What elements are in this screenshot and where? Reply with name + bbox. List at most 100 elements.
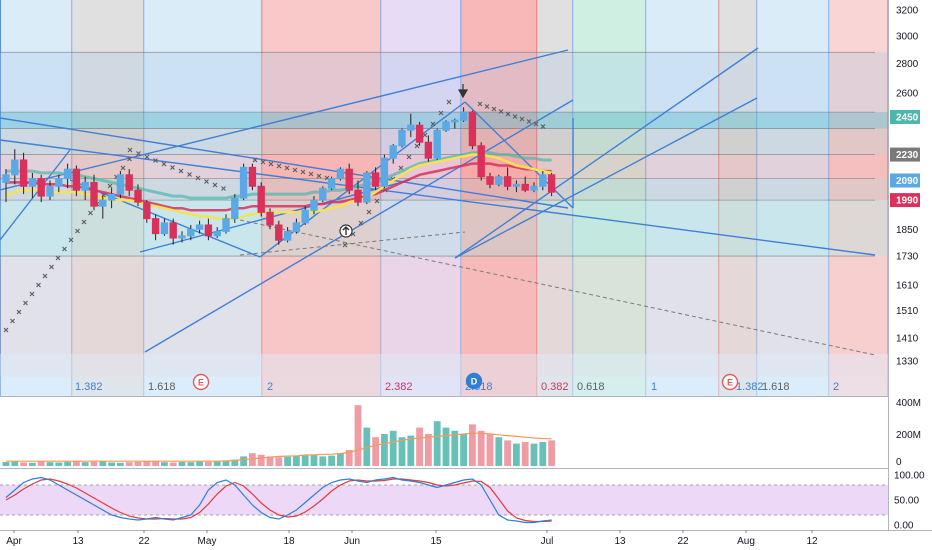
- volume-bar: [530, 443, 538, 466]
- candle-body: [143, 201, 151, 220]
- volume-bar: [539, 442, 547, 466]
- psar-dot: [316, 173, 322, 179]
- candle-body: [451, 119, 459, 123]
- volume-bar: [469, 424, 476, 466]
- psar-dot: [374, 198, 380, 204]
- psar-dot: [68, 237, 74, 243]
- volume-bar: [486, 434, 494, 466]
- volume-bar: [389, 430, 397, 466]
- volume-bar: [363, 427, 371, 466]
- stoch-tick-label: 100.00: [894, 471, 925, 482]
- volume-bar: [20, 462, 27, 466]
- psar-dot: [16, 309, 22, 315]
- candle-body: [134, 189, 142, 203]
- volume-bar: [460, 434, 467, 466]
- candle-body: [459, 111, 468, 121]
- psar-dot: [161, 161, 167, 167]
- time-tick-label: Jul: [541, 536, 554, 547]
- volume-bar: [284, 456, 291, 466]
- candle-body: [72, 168, 81, 191]
- psar-dot: [477, 101, 483, 107]
- trend-line: [454, 97, 758, 259]
- volume-bar: [55, 462, 63, 466]
- volume-bar: [143, 461, 151, 466]
- candle-body: [222, 218, 230, 232]
- candle-body: [63, 168, 72, 180]
- psar-dot: [55, 255, 61, 261]
- ma-teal-line: [6, 151, 552, 200]
- volume-bar: [495, 437, 503, 466]
- volume-bar: [319, 456, 327, 466]
- volume-bar: [416, 427, 423, 466]
- volume-ma-line: [6, 432, 552, 462]
- dividend-marker-icon: [465, 372, 483, 390]
- candle-body: [28, 178, 37, 187]
- marker-letter: E: [727, 378, 733, 388]
- candle-body: [301, 209, 309, 224]
- candle-body: [512, 183, 521, 187]
- psar-dot: [187, 172, 192, 177]
- volume-bar: [46, 462, 54, 466]
- candle-body: [151, 218, 160, 235]
- candle-body: [11, 159, 19, 176]
- volume-bar: [37, 461, 45, 466]
- candle-body: [521, 183, 529, 191]
- candle-body: [248, 166, 257, 187]
- psar-dot: [438, 110, 444, 116]
- trend-line: [0, 49, 569, 191]
- candle-body: [107, 193, 116, 201]
- earnings-marker-icon: [721, 373, 739, 391]
- fib-time-label: 1: [651, 381, 657, 393]
- candle-body: [81, 181, 89, 191]
- fib-time-label: 1.618: [148, 381, 176, 393]
- volume-bar: [81, 462, 89, 466]
- candle-body: [442, 121, 450, 131]
- volume-bar: [134, 461, 142, 466]
- candle-body: [55, 178, 63, 187]
- time-zone-band: [461, 0, 537, 396]
- candle-body: [495, 176, 503, 185]
- psar-dot: [204, 179, 209, 184]
- time-zone-band: [573, 0, 646, 396]
- price-tick-label: 1330: [896, 357, 919, 368]
- candle-body: [239, 166, 248, 199]
- time-axis-bg: [0, 530, 932, 550]
- volume-bar: [433, 421, 441, 466]
- marker-letter: D: [471, 377, 478, 387]
- psar-dot: [260, 159, 266, 165]
- volume-bar: [11, 461, 19, 466]
- stoch-d-line: [5, 478, 552, 523]
- volume-bar: [222, 460, 230, 466]
- psar-dot: [107, 183, 113, 189]
- psar-dot: [195, 175, 201, 181]
- time-tick-label: May: [198, 536, 217, 547]
- psar-dot: [36, 282, 41, 288]
- volume-bar: [117, 462, 124, 466]
- candle-body: [160, 222, 169, 235]
- price-label-box: [890, 173, 920, 188]
- candle-body: [231, 197, 239, 220]
- volume-bar: [293, 456, 300, 466]
- candle-body: [116, 174, 125, 195]
- price-tick-label: 2800: [896, 59, 919, 70]
- psar-dot: [212, 182, 218, 188]
- psar-dot: [3, 327, 9, 333]
- candle-body: [187, 228, 195, 237]
- candle-body: [213, 230, 221, 237]
- candle-body: [477, 145, 485, 178]
- fib-time-label: 0.618: [577, 381, 605, 393]
- volume-bar: [196, 461, 203, 466]
- volume-bar: [205, 461, 212, 466]
- fib-time-label: 2: [833, 381, 839, 393]
- volume-tick-label: 200M: [896, 430, 921, 441]
- volume-bar: [240, 456, 247, 466]
- volume-bar: [381, 434, 388, 466]
- price-axis-bg: [888, 0, 932, 550]
- candle-body: [90, 181, 98, 207]
- pane-separator: [0, 396, 932, 397]
- volume-bar: [108, 462, 115, 466]
- price-tick-label: 2600: [896, 89, 919, 100]
- candle-body: [178, 235, 186, 239]
- candle-body: [2, 174, 10, 183]
- candle-body: [547, 174, 556, 193]
